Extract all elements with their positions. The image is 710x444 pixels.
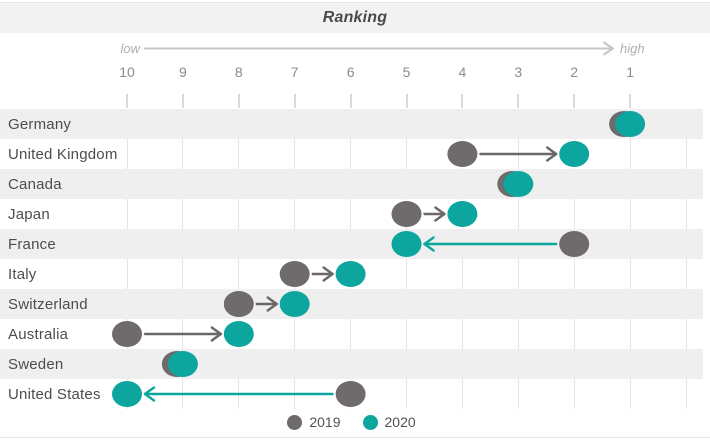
gridline <box>238 109 240 409</box>
axis-tick-mark <box>126 94 128 108</box>
axis-tick-label: 5 <box>402 64 411 80</box>
category-row-japan: Japan <box>0 199 703 229</box>
axis-tick-label: 6 <box>346 64 355 80</box>
chart-title: Ranking <box>322 9 388 26</box>
gridline <box>182 109 184 409</box>
category-label: United Kingdom <box>8 145 118 163</box>
legend-dot-icon <box>287 414 303 430</box>
category-label: Germany <box>8 115 72 133</box>
gridline <box>517 109 519 409</box>
gridline <box>629 109 631 409</box>
axis-tick-mark <box>181 94 184 108</box>
category-row-australia: Australia <box>0 319 703 349</box>
axis-tick-label: 2 <box>570 64 579 80</box>
gridline <box>126 109 128 409</box>
axis-tick-mark <box>461 94 464 108</box>
category-label: Japan <box>8 205 50 223</box>
category-row-france: France <box>0 229 703 259</box>
category-row-sweden: Sweden <box>0 349 703 379</box>
axis-direction-arrow <box>144 41 614 56</box>
axis-tick-mark <box>517 94 520 108</box>
axis-tick-mark <box>237 94 240 108</box>
category-label: Canada <box>8 175 62 193</box>
axis-tick-label: 10 <box>119 64 135 80</box>
category-row-switzerland: Switzerland <box>0 289 703 319</box>
category-row-united-states: United States <box>0 379 703 409</box>
axis-high-label: high <box>620 41 645 56</box>
legend-label: 2020 <box>384 414 416 430</box>
gridline <box>685 109 687 409</box>
category-row-germany: Germany <box>0 109 703 139</box>
legend: 2019 2020 <box>0 410 703 434</box>
gridline <box>573 109 575 409</box>
axis-tick-mark <box>629 94 632 108</box>
category-label: Australia <box>8 325 69 343</box>
category-label: United States <box>8 385 101 403</box>
category-label: Sweden <box>8 355 64 373</box>
axis-tick-label: 4 <box>458 64 467 80</box>
axis-tick-label: 7 <box>290 64 299 80</box>
category-row-italy: Italy <box>0 259 703 289</box>
legend-item-2020: 2020 <box>362 414 416 430</box>
legend-dot-icon <box>362 414 378 430</box>
axis-tick-mark <box>349 94 352 108</box>
category-label: Italy <box>8 265 37 283</box>
bottom-divider <box>0 437 710 438</box>
axis-tick-mark <box>573 94 576 108</box>
category-row-united-kingdom: United Kingdom <box>0 139 703 169</box>
gridline <box>350 109 352 409</box>
gridline <box>406 109 407 409</box>
gridline <box>294 109 296 409</box>
axis-tick-label: 8 <box>234 64 243 80</box>
axis-tick-mark <box>405 94 408 108</box>
category-label: France <box>8 235 56 253</box>
legend-label: 2019 <box>309 414 341 430</box>
axis-low-label: low <box>120 41 140 56</box>
category-label: Switzerland <box>8 295 88 313</box>
axis-tick-label: 9 <box>178 64 187 80</box>
chart-title-banner: Ranking <box>0 2 710 33</box>
gridline <box>461 109 463 409</box>
axis-tick-mark <box>293 94 296 108</box>
legend-item-2019: 2019 <box>287 414 341 430</box>
category-row-canada: Canada <box>0 169 703 199</box>
axis-tick-label: 3 <box>514 64 523 80</box>
axis-tick-label: 1 <box>626 64 634 80</box>
